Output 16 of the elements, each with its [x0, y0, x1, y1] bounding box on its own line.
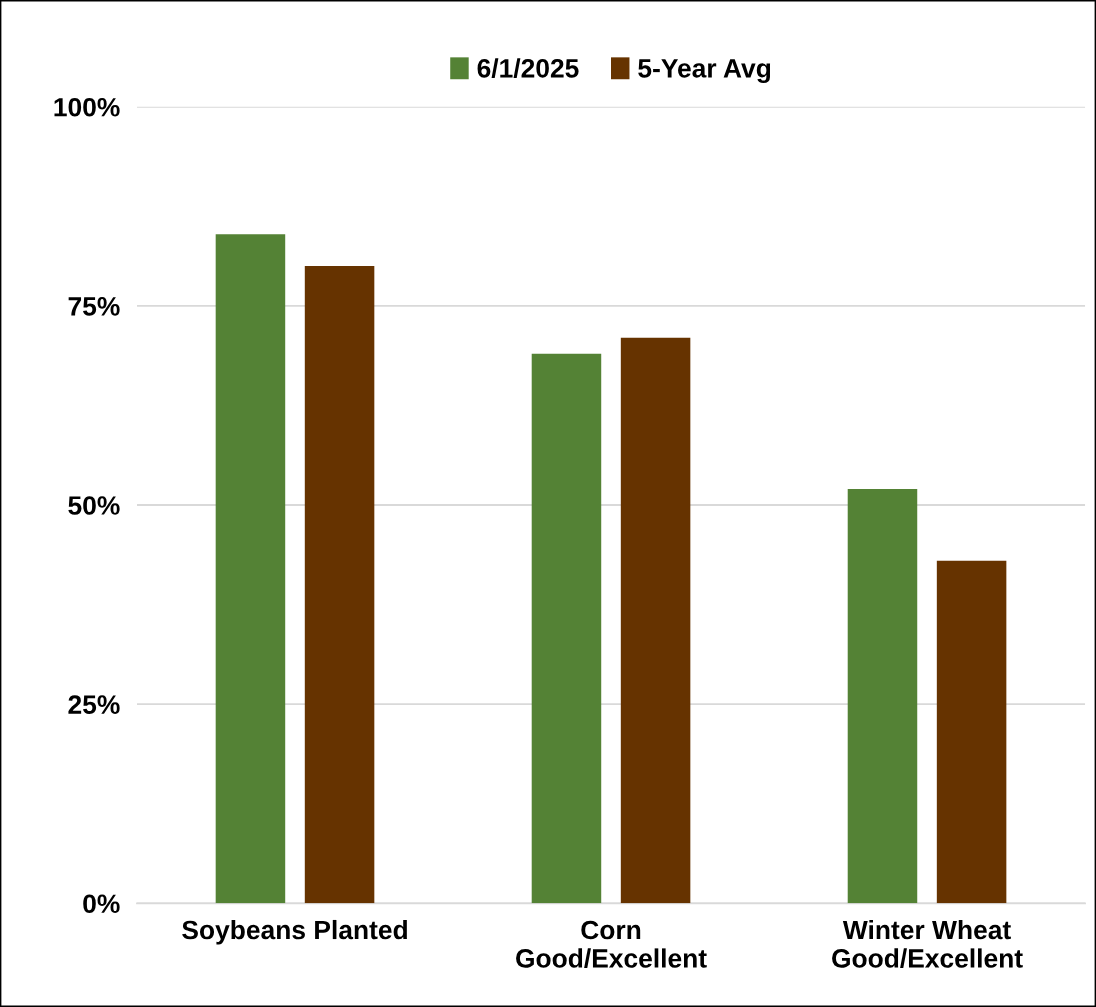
x-tick-label: Corn Good/Excellent [516, 920, 707, 969]
y-tick-label: 0% [83, 894, 120, 914]
bar [304, 266, 375, 904]
y-tick-label: 100% [54, 97, 120, 117]
y-tick-label: 25% [68, 695, 120, 714]
x-tick-label: Soybeans Planted [182, 919, 407, 945]
bar [847, 489, 918, 904]
legend-label: 5-Year Avg [638, 59, 771, 83]
bar [531, 353, 602, 904]
y-tick-label: 50% [68, 496, 120, 515]
x-tick-label: Winter Wheat Good/Excellent [832, 919, 1023, 969]
y-tick-label: 75% [68, 297, 120, 316]
bar [620, 337, 691, 904]
bar [936, 560, 1007, 904]
bar [215, 234, 286, 904]
legend-label: 6/1/2025 [477, 58, 579, 78]
